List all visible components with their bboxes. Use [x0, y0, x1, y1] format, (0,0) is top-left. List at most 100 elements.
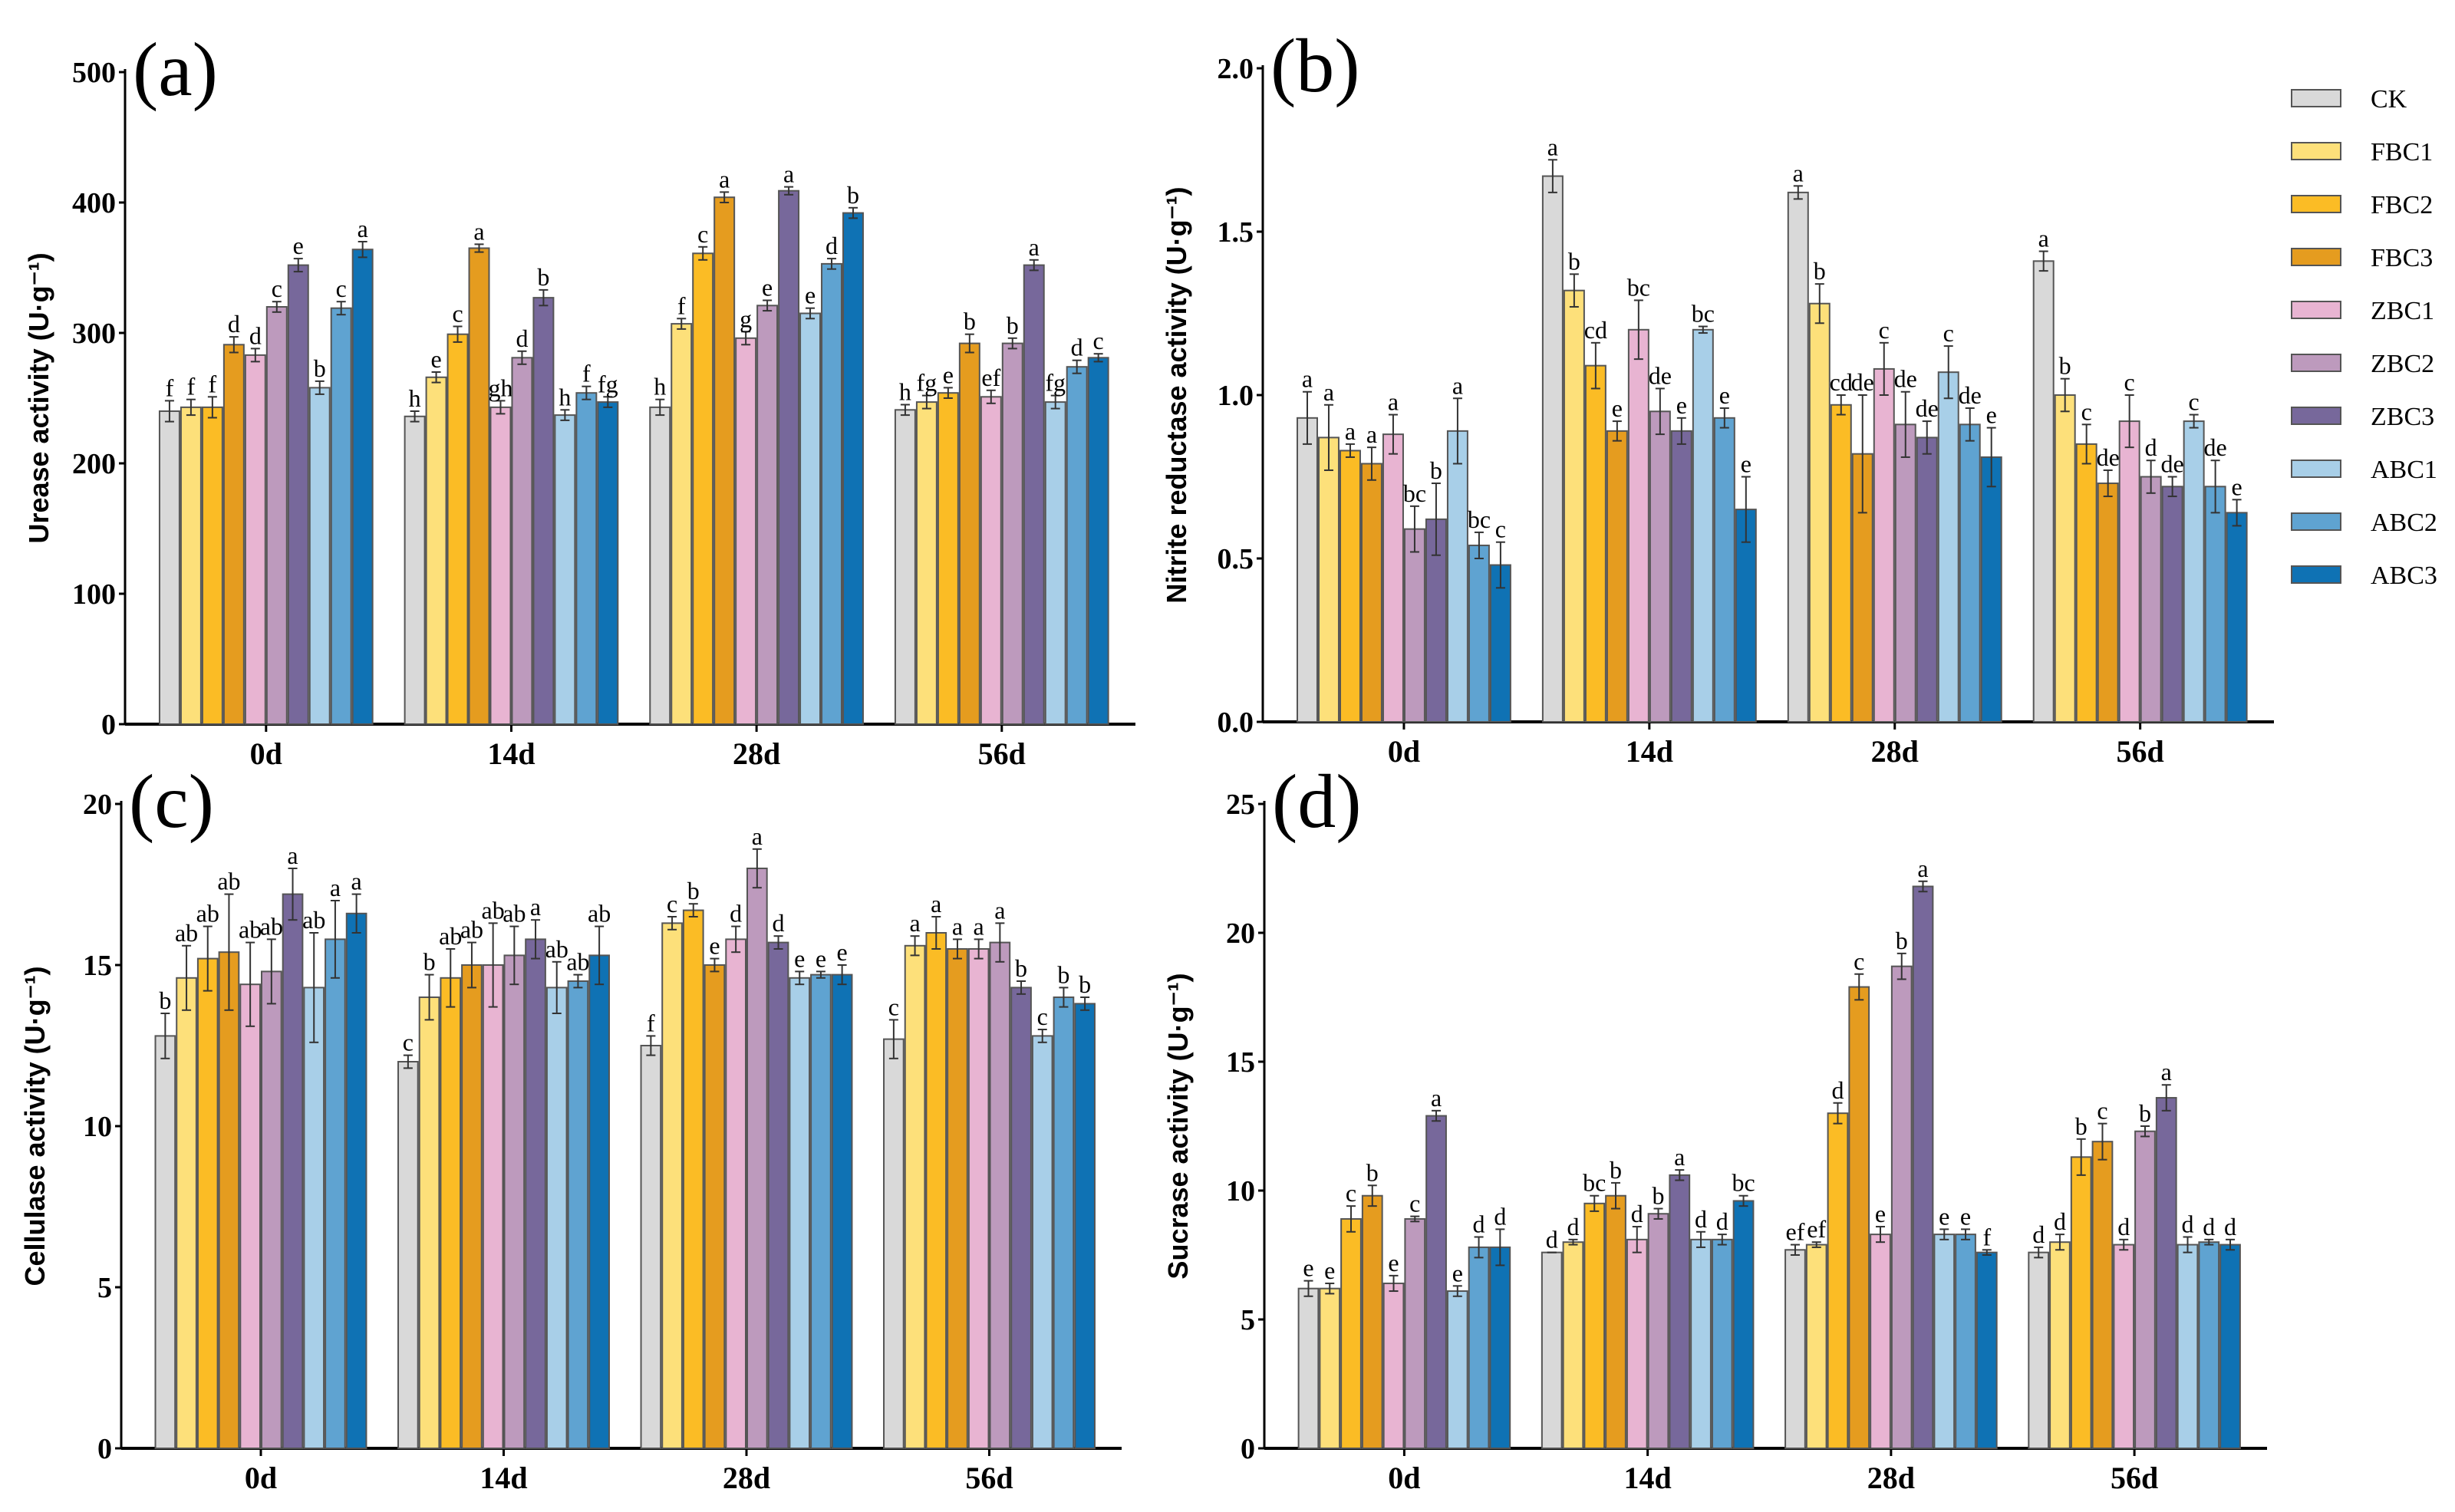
bar-fbc1-56d — [904, 944, 926, 1450]
bar-abc2-0d — [1468, 1246, 1490, 1450]
significance-letter: d — [2032, 1220, 2045, 1248]
bar-zbc3-14d — [1669, 1174, 1691, 1449]
significance-letter: d — [2224, 1213, 2236, 1240]
bar-zbc1-14d — [489, 406, 512, 726]
bar-fbc3-0d — [1360, 463, 1382, 723]
significance-letter: fg — [917, 369, 938, 397]
significance-letter: c — [403, 1029, 414, 1056]
bar-zbc2-56d — [1001, 342, 1023, 725]
significance-letter: d — [1567, 1213, 1579, 1240]
significance-letter: h — [899, 378, 911, 406]
significance-letter: d — [516, 324, 528, 352]
bar-abc2-28d — [821, 262, 843, 725]
significance-letter: e — [1986, 401, 1997, 429]
bar-abc2-56d — [2198, 1241, 2220, 1449]
bar-zbc3-28d — [767, 941, 789, 1449]
bar-abc3-56d — [1087, 357, 1109, 725]
significance-letter: c — [2081, 397, 2092, 425]
y-tick-label: 10 — [1226, 1175, 1255, 1207]
significance-letter: c — [697, 220, 708, 248]
significance-letter: a — [719, 165, 730, 193]
significance-letter: ef — [1786, 1218, 1805, 1246]
legend: CK FBC1 FBC2 FBC3 ZBC1 ZBC2 ZBC3 ABC1 ABC2 ABC3 — [2291, 85, 2437, 590]
significance-letter: d — [228, 310, 240, 338]
significance-letter: e — [1324, 1257, 1335, 1284]
significance-letter: a — [1366, 420, 1377, 448]
bar-abc1-56d — [2177, 1244, 2199, 1450]
significance-letter: e — [709, 932, 720, 960]
bar-zbc1-28d — [735, 337, 757, 725]
significance-letter: c — [1346, 1179, 1356, 1207]
bar-zbc3-0d — [282, 893, 304, 1449]
legend-label-fbc1: FBC1 — [2371, 138, 2433, 166]
y-tick-label: 5 — [97, 1272, 112, 1304]
significance-letter: d — [2117, 1213, 2130, 1240]
significance-letter: bc — [1732, 1169, 1755, 1197]
bar-fbc1-14d — [418, 996, 440, 1449]
bar-zbc1-28d — [725, 938, 747, 1449]
significance-letter: d — [1071, 334, 1083, 361]
significance-letter: bc — [1583, 1169, 1606, 1197]
significance-letter: e — [1303, 1254, 1313, 1282]
bar-abc3-0d — [1489, 1246, 1511, 1450]
significance-letter: a — [1917, 855, 1928, 882]
significance-letter: c — [1854, 947, 1864, 975]
bar-zbc1-28d — [1870, 1234, 1891, 1449]
significance-letter: e — [1612, 394, 1623, 422]
significance-letter: d — [773, 909, 785, 937]
significance-letter: d — [1831, 1076, 1844, 1104]
significance-letter: b — [314, 354, 326, 382]
y-tick-label: 100 — [72, 578, 116, 611]
panel-b-nitrite-reductase: 0.0 0.5 1.0 1.5 2.0 Nitrite reductase activit… — [1161, 23, 2274, 769]
panel-tag: (b) — [1270, 23, 1360, 108]
bar-abc3-14d — [1732, 1200, 1755, 1449]
significance-letter: a — [752, 822, 763, 850]
legend-label-zbc2: ZBC2 — [2371, 350, 2434, 378]
bar-abc1-0d — [1446, 1290, 1468, 1450]
bar-zbc2-56d — [989, 941, 1011, 1449]
x-tick-label: 14d — [1624, 1461, 1672, 1495]
bar-zbc2-14d — [1647, 1213, 1669, 1449]
x-tick-label: 0d — [245, 1461, 277, 1495]
bar-fbc2-0d — [201, 406, 223, 726]
bar-zbc1-56d — [2113, 1244, 2135, 1450]
bar-abc2-14d — [1711, 1238, 1733, 1449]
bar-abc2-28d — [1959, 423, 1981, 723]
bar-zbc3-0d — [1425, 518, 1447, 723]
x-tick-label: 14d — [479, 1461, 527, 1495]
bar-fbc3-28d — [713, 196, 736, 725]
bar-ck-56d — [894, 409, 916, 725]
bar-abc2-14d — [567, 980, 589, 1449]
y-tick-label: 5 — [1241, 1304, 1255, 1336]
bar-abc3-14d — [1735, 509, 1757, 723]
significance-letter: b — [537, 263, 549, 291]
significance-letter: c — [452, 300, 463, 328]
significance-letter: d — [1631, 1200, 1643, 1227]
significance-letter: a — [473, 217, 484, 245]
bar-zbc3-14d — [525, 938, 546, 1449]
significance-letter: ef — [1807, 1215, 1826, 1243]
bar-fbc1-28d — [1805, 1244, 1827, 1450]
bar-abc1-14d — [1690, 1238, 1712, 1449]
y-tick-label: 20 — [1226, 917, 1255, 950]
significance-letter: ab — [217, 868, 240, 895]
bar-fbc2-0d — [1340, 1217, 1362, 1449]
legend-swatch-zbc1 — [2291, 301, 2341, 319]
significance-letter: bc — [1627, 273, 1650, 301]
significance-letter: b — [2075, 1112, 2088, 1140]
significance-letter: a — [783, 160, 794, 188]
bar-fbc3-56d — [2097, 483, 2119, 723]
significance-letter: e — [794, 944, 805, 972]
significance-letter: fg — [598, 370, 618, 397]
bar-zbc3-14d — [1670, 430, 1692, 723]
bar-fbc3-56d — [947, 948, 968, 1449]
panel-a-urease: 0 100 200 300 400 500 Urease activity (U·g⁻¹) (… — [23, 27, 1135, 771]
y-tick-label: 15 — [83, 950, 112, 982]
legend-label-fbc3: FBC3 — [2371, 244, 2433, 272]
y-tick-label: 400 — [72, 187, 116, 219]
significance-letter: d — [2203, 1213, 2215, 1240]
y-tick-label: 10 — [83, 1111, 112, 1143]
significance-letter: de — [1649, 361, 1672, 389]
significance-letter: ab — [503, 900, 526, 927]
significance-letter: e — [816, 944, 826, 972]
